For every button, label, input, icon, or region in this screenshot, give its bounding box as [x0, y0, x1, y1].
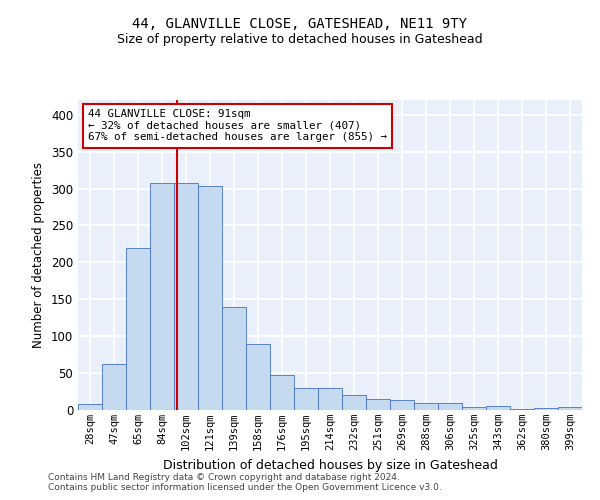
- Bar: [438, 402, 462, 410]
- Bar: [534, 408, 558, 410]
- Bar: [318, 388, 342, 410]
- Text: Contains public sector information licensed under the Open Government Licence v3: Contains public sector information licen…: [48, 484, 442, 492]
- Bar: [342, 395, 366, 410]
- Bar: [366, 399, 390, 410]
- Bar: [294, 388, 318, 410]
- Text: Contains HM Land Registry data © Crown copyright and database right 2024.: Contains HM Land Registry data © Crown c…: [48, 474, 400, 482]
- Bar: [390, 400, 414, 410]
- Bar: [414, 402, 438, 410]
- Y-axis label: Number of detached properties: Number of detached properties: [32, 162, 46, 348]
- Text: Size of property relative to detached houses in Gateshead: Size of property relative to detached ho…: [117, 32, 483, 46]
- Bar: [462, 407, 486, 410]
- X-axis label: Distribution of detached houses by size in Gateshead: Distribution of detached houses by size …: [163, 458, 497, 471]
- Bar: [174, 184, 198, 410]
- Bar: [246, 344, 270, 410]
- Bar: [198, 186, 222, 410]
- Bar: [270, 376, 294, 410]
- Bar: [558, 407, 582, 410]
- Bar: [150, 184, 174, 410]
- Bar: [102, 364, 126, 410]
- Bar: [126, 248, 150, 410]
- Bar: [510, 408, 534, 410]
- Bar: [222, 306, 246, 410]
- Bar: [486, 406, 510, 410]
- Bar: [78, 404, 102, 410]
- Text: 44, GLANVILLE CLOSE, GATESHEAD, NE11 9TY: 44, GLANVILLE CLOSE, GATESHEAD, NE11 9TY: [133, 18, 467, 32]
- Text: 44 GLANVILLE CLOSE: 91sqm
← 32% of detached houses are smaller (407)
67% of semi: 44 GLANVILLE CLOSE: 91sqm ← 32% of detac…: [88, 110, 387, 142]
